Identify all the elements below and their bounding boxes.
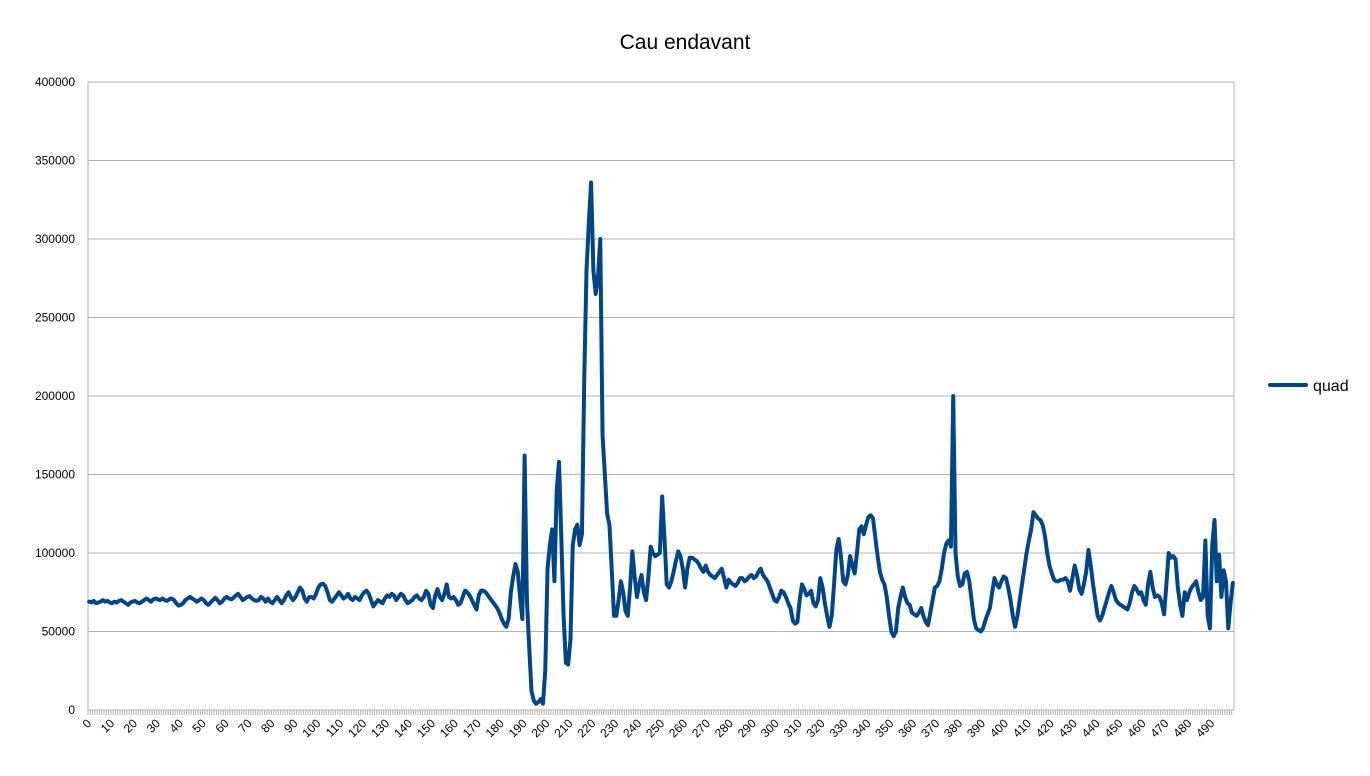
data-line xyxy=(87,180,1235,706)
y-tick-label: 0 xyxy=(68,703,75,717)
y-tick-label: 400000 xyxy=(35,75,75,89)
y-tick-label: 250000 xyxy=(35,311,75,325)
y-tick-label: 100000 xyxy=(35,546,75,560)
y-tick-label: 350000 xyxy=(35,154,75,168)
y-tick-label: 150000 xyxy=(35,468,75,482)
chart-title: Cau endavant xyxy=(620,31,751,54)
legend-label: quad xyxy=(1313,378,1349,395)
y-tick-label: 300000 xyxy=(35,232,75,246)
y-tick-label: 50000 xyxy=(42,625,76,639)
y-tick-label: 200000 xyxy=(35,389,75,403)
